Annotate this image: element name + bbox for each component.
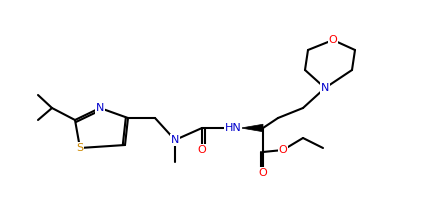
Text: O: O bbox=[279, 145, 287, 155]
Text: O: O bbox=[329, 35, 337, 45]
Text: HN: HN bbox=[225, 123, 242, 133]
Text: N: N bbox=[96, 103, 104, 113]
Text: N: N bbox=[321, 83, 329, 93]
Text: N: N bbox=[171, 135, 179, 145]
Text: O: O bbox=[198, 145, 206, 155]
Text: O: O bbox=[259, 168, 267, 178]
Text: S: S bbox=[76, 143, 84, 153]
Polygon shape bbox=[241, 124, 263, 132]
